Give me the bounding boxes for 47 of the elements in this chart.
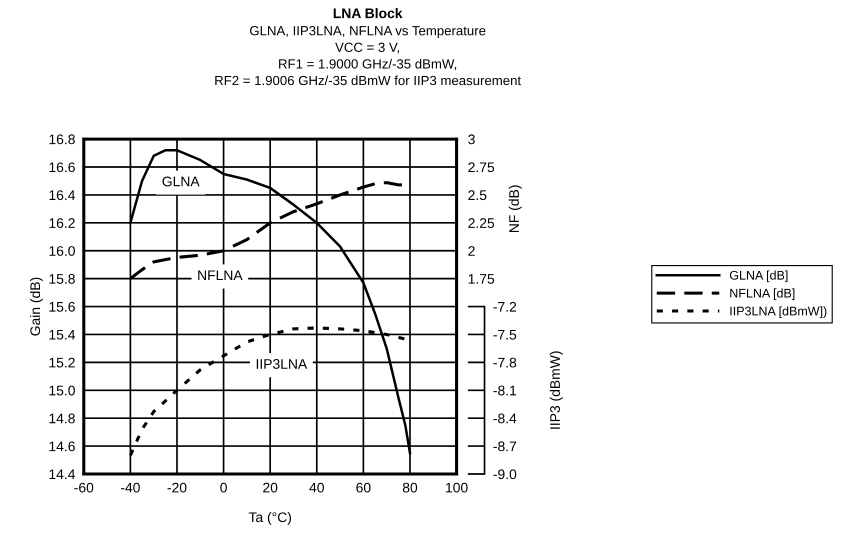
- x-tick-label: -40: [120, 482, 140, 493]
- x-tick-label: 0: [220, 482, 227, 493]
- y2-tick-label: 3: [468, 134, 475, 144]
- x-tick-label: 80: [402, 482, 418, 493]
- y3-tick-label: -8.4: [493, 414, 516, 424]
- x-tick-label: -20: [168, 482, 186, 493]
- y-tick-label: 14.6: [49, 441, 75, 452]
- y3-tick-label: -7.2: [493, 302, 516, 312]
- x-tick-label: -60: [74, 482, 94, 493]
- y3-tick-label: -8.1: [493, 386, 516, 396]
- y-tick-label: 16.0: [49, 246, 75, 256]
- chart-title: LNA Block: [334, 8, 403, 18]
- y-tick-label: 15.8: [49, 274, 75, 284]
- annotation: IIP3LNA: [256, 359, 308, 369]
- y-tick-label: 15.0: [49, 386, 75, 396]
- y-tick-label: 15.6: [49, 302, 75, 312]
- annotation: NFLNA: [198, 270, 243, 280]
- x-tick-label: 60: [356, 482, 371, 493]
- chart-subtitle: GLNA, IIP3LNA, NFLNA vs Temperature VCC = 3 V, RF1 = 1.9000 GHz/-35 dBmW, RF2 = 1.9006 GHz/-35 dBmW for IIP3 measurement: [215, 26, 522, 86]
- y2-tick-label: 2.25: [468, 218, 494, 228]
- y-tick-label: 16.2: [49, 218, 75, 228]
- y-tick-label: 15.2: [49, 358, 75, 368]
- y2-axis-title: NF (dB): [508, 185, 522, 232]
- y3-axis-title: IIP3 (dBmW): [550, 351, 563, 429]
- y-tick-label: 16.6: [49, 162, 75, 172]
- y2-tick-label: 1.75: [468, 274, 494, 284]
- annotation: GLNA: [162, 176, 200, 186]
- legend-label: NFLNA [dB]: [730, 288, 794, 300]
- y3-tick-label: -7.8: [493, 358, 516, 368]
- x-axis-title: Ta (°C): [248, 512, 291, 525]
- x-tick-label: 20: [263, 482, 278, 493]
- legend-label: GLNA [dB]: [730, 270, 788, 282]
- y2-tick-label: 2.5: [468, 190, 486, 200]
- y3-tick-label: -8.7: [493, 441, 516, 452]
- y-tick-label: 16.4: [49, 190, 76, 200]
- y2-tick-label: 2.75: [468, 162, 494, 172]
- y3-tick-label: -7.5: [493, 330, 516, 340]
- legend-label: IIP3LNA [dBmW]): [730, 306, 826, 318]
- y-tick-label: 16.8: [49, 134, 75, 144]
- x-tick-label: 100: [446, 482, 468, 493]
- y-tick-label: 14.4: [49, 469, 76, 480]
- y-tick-label: 14.8: [49, 414, 75, 424]
- y-tick-label: 15.4: [49, 330, 76, 340]
- x-tick-label: 40: [309, 482, 324, 493]
- y3-tick-label: -9.0: [493, 469, 516, 480]
- y-axis-title: Gain (dB): [30, 278, 43, 336]
- y2-tick-label: 2: [468, 246, 475, 256]
